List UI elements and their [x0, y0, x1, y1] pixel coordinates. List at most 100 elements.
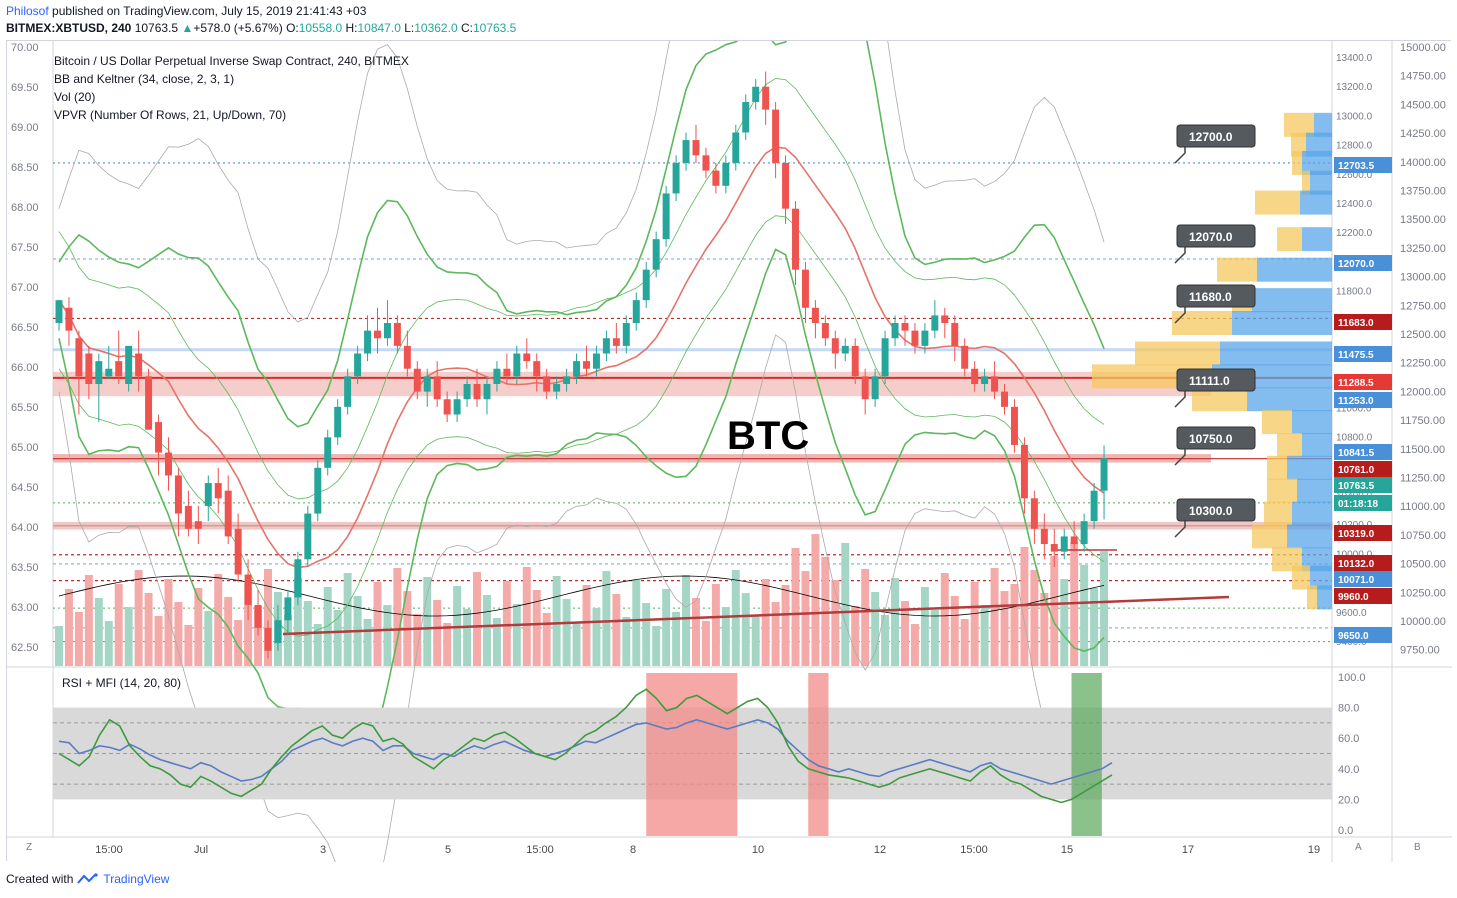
inner-axis-tick: 12400.0 — [1336, 199, 1373, 210]
callout-label: 12700.0 — [1189, 130, 1233, 144]
legend-vpvr[interactable]: VPVR (Number Of Rows, 21, Up/Down, 70) — [54, 108, 287, 122]
candle-body — [413, 368, 421, 392]
volume-bar — [711, 584, 720, 666]
left-axis-tick: 70.00 — [11, 42, 39, 54]
candle-body — [264, 627, 272, 651]
author-link[interactable]: Philosof — [6, 4, 49, 18]
vpvr-down-bar — [1267, 455, 1287, 480]
volume-bar — [930, 610, 939, 666]
candle-body — [1100, 458, 1108, 491]
candle-body — [811, 307, 819, 324]
legend-rsi-mfi[interactable]: RSI + MFI (14, 20, 80) — [62, 676, 182, 690]
symbol-name: BITMEX:XBTUSD, 240 — [6, 21, 132, 35]
chart-container[interactable]: 70.00 69.50 69.00 68.50 68.00 67.50 67.00 66.50… — [6, 0, 1452, 898]
vpvr-up-bar — [1302, 227, 1332, 252]
candle-body — [563, 376, 571, 384]
time-axis-tick: 15:00 — [95, 844, 123, 856]
candle-body — [324, 437, 332, 468]
vpvr-up-bar — [1300, 190, 1332, 215]
price-label-bg — [1334, 157, 1392, 173]
tradingview-brand[interactable]: TradingView — [103, 872, 170, 886]
volume-bar — [114, 584, 123, 666]
outer-axis-tick: 13250.00 — [1400, 243, 1446, 255]
ohlc-high: 10847.0 — [357, 21, 401, 35]
candle-body — [652, 239, 660, 270]
ohlc-close-label: C: — [460, 21, 473, 35]
time-axis-tick: 19 — [1308, 844, 1320, 856]
volume-bar — [602, 571, 611, 666]
inner-axis-tick: 13000.0 — [1336, 111, 1373, 122]
price-callout: 11111.0 — [1174, 368, 1256, 408]
price-label: 12703.5 — [1338, 161, 1375, 172]
volume-bar — [1100, 551, 1109, 666]
vpvr-up-bar — [1292, 501, 1332, 526]
left-axis-tick: 64.50 — [11, 482, 39, 494]
time-axis-tick: 8 — [630, 844, 636, 856]
time-axis-tick: 10 — [752, 844, 764, 856]
legend-bb-keltner[interactable]: BB and Keltner (34, close, 2, 3, 1) — [54, 72, 235, 86]
keltner-lower-line — [58, 215, 1105, 637]
corner-z[interactable]: Z — [26, 842, 33, 853]
volume-bar — [423, 577, 432, 666]
candle-body — [523, 353, 531, 362]
price-callout: 12070.0 — [1174, 224, 1256, 264]
candle-body — [184, 505, 192, 529]
candle-body — [1060, 536, 1068, 552]
candle-body — [194, 521, 202, 529]
footer: Created with TradingView — [6, 872, 169, 886]
left-axis-tick: 68.50 — [11, 162, 39, 174]
callout-label: 12070.0 — [1189, 230, 1233, 244]
candle-body — [254, 605, 262, 628]
price-label-bg — [1334, 495, 1392, 511]
candle-body — [642, 269, 650, 301]
candle-body — [115, 361, 123, 377]
legend-volume[interactable]: Vol (20) — [54, 90, 96, 104]
candle-body — [971, 368, 979, 384]
candle-body — [174, 475, 182, 514]
vpvr-down-bar — [1291, 132, 1306, 157]
left-axis-tick: 67.50 — [11, 242, 39, 254]
ohlc-open-label: O: — [286, 21, 299, 35]
inner-axis-tick: 13400.0 — [1336, 53, 1373, 64]
left-axis-tick: 66.00 — [11, 362, 39, 374]
vpvr-up-bar — [1310, 565, 1332, 590]
candle-body — [403, 345, 411, 369]
outer-axis-tick: 13500.00 — [1400, 214, 1446, 226]
vpvr-up-bar — [1252, 288, 1332, 313]
time-axis-tick: 12 — [874, 844, 886, 856]
vpvr-up-bar — [1314, 112, 1332, 137]
candle-body — [891, 323, 899, 339]
volume-bar — [323, 587, 332, 666]
price-label: 01:18:18 — [1338, 499, 1378, 510]
candle-body — [344, 376, 352, 407]
corner-b[interactable]: B — [1414, 842, 1421, 853]
candle-body — [981, 376, 989, 384]
vpvr-down-bar — [1302, 170, 1310, 195]
volume-bar — [74, 612, 83, 666]
inner-axis-tick: 10000.0 — [1336, 549, 1373, 560]
volume-bar — [562, 599, 571, 666]
price-label: 10319.0 — [1338, 529, 1375, 540]
outer-axis-tick: 14750.00 — [1400, 71, 1446, 83]
candle-body — [55, 300, 63, 324]
outer-axis-tick: 11250.00 — [1400, 473, 1445, 485]
candle-body — [125, 345, 133, 384]
corner-a[interactable]: A — [1355, 842, 1362, 853]
candle-body — [473, 383, 481, 400]
candle-body — [334, 406, 342, 438]
price-label-bg — [1334, 392, 1392, 408]
candle-body — [961, 345, 969, 369]
volume-bar — [184, 625, 193, 666]
callout-box — [1176, 224, 1256, 248]
candle-body — [1080, 521, 1088, 545]
volume-bar — [94, 598, 103, 666]
time-axis-tick: 15:00 — [960, 844, 988, 856]
outer-axis-tick: 10000.00 — [1400, 616, 1446, 628]
overbought-zone — [808, 673, 829, 836]
outer-axis-tick: 15000.00 — [1400, 42, 1446, 54]
mfi-line — [58, 688, 1113, 804]
price-label-bg — [1334, 627, 1392, 643]
volume-bar — [821, 557, 830, 666]
outer-axis-tick: 9750.00 — [1400, 645, 1440, 657]
price-chart[interactable]: 70.00 69.50 69.00 68.50 68.00 67.50 67.00 66.50… — [7, 0, 1452, 898]
